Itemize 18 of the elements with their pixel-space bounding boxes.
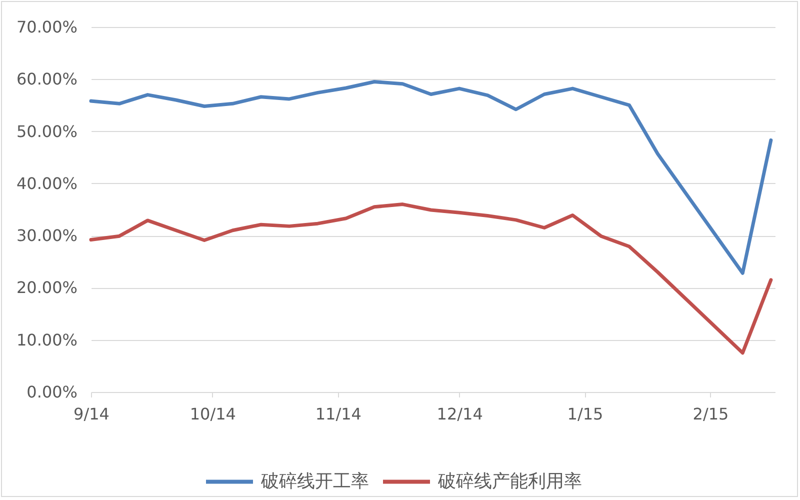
y-tick-label: 40.00% [16, 174, 78, 193]
x-tick-label: 12/14 [436, 404, 483, 424]
x-tick-label: 11/14 [315, 404, 362, 424]
legend-label: 破碎线开工率 [260, 470, 369, 492]
y-tick-label: 0.00% [26, 382, 78, 402]
y-tick-label: 70.00% [16, 18, 78, 36]
y-tick-label: 20.00% [16, 278, 78, 298]
x-tick-label: 10/14 [190, 404, 236, 424]
y-tick-label: 60.00% [16, 70, 78, 89]
y-tick-label: 10.00% [16, 330, 78, 350]
x-tick-label: 2/15 [692, 404, 729, 424]
y-tick-label: 50.00% [16, 122, 78, 141]
x-tick-label: 1/15 [567, 404, 604, 424]
x-tick-label: 9/14 [74, 404, 110, 424]
legend-label: 破碎线产能利用率 [437, 470, 582, 492]
line-series [89, 80, 773, 275]
line-series [89, 202, 773, 355]
y-tick-label: 30.00% [16, 226, 78, 246]
